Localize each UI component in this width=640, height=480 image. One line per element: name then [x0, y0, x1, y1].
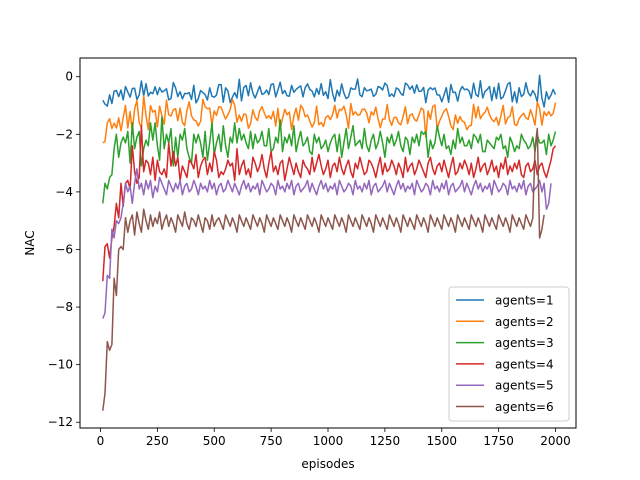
legend-label: agents=4 [495, 357, 554, 371]
x-tick-label: 500 [203, 434, 226, 448]
x-tick-label: 0 [97, 434, 105, 448]
series-layer [102, 74, 557, 411]
y-tick-label: −2 [55, 127, 73, 141]
legend-label: agents=5 [495, 379, 554, 393]
legend-box [448, 286, 570, 422]
y-axis-label: NAC [23, 230, 37, 255]
series-line-agents-3 [102, 116, 557, 204]
x-tick-label: 1750 [483, 434, 514, 448]
x-tick-label: 750 [260, 434, 283, 448]
series-line-agents-5 [102, 168, 552, 319]
legend-label: agents=2 [495, 315, 554, 329]
y-tick-label: −8 [55, 300, 73, 314]
y-tick-label: −4 [55, 185, 73, 199]
x-axis: 0 250 500 750 1000 1250 1500 1750 2000 [97, 428, 571, 448]
legend-label: agents=3 [495, 336, 554, 350]
x-tick-label: 1250 [370, 434, 401, 448]
y-axis: 0 −2 −4 −6 −8 −10 −12 [48, 70, 80, 429]
x-tick-label: 2000 [540, 434, 571, 448]
x-tick-label: 1000 [313, 434, 344, 448]
series-line-agents-6 [102, 127, 545, 411]
legend: agents=1 agents=2 agents=3 agents=4 agents=5… [448, 286, 570, 422]
x-tick-label: 1500 [426, 434, 457, 448]
x-axis-label: episodes [301, 457, 354, 471]
legend-label: agents=6 [495, 400, 554, 414]
legend-label: agents=1 [495, 294, 554, 308]
y-tick-label: −6 [55, 242, 73, 256]
series-line-agents-4 [102, 124, 557, 282]
y-tick-label: 0 [65, 70, 73, 84]
y-tick-label: −10 [48, 358, 73, 372]
y-tick-label: −12 [48, 415, 73, 429]
series-line-agents-1 [102, 74, 557, 108]
series-line-agents-2 [102, 95, 557, 144]
x-tick-label: 250 [146, 434, 169, 448]
